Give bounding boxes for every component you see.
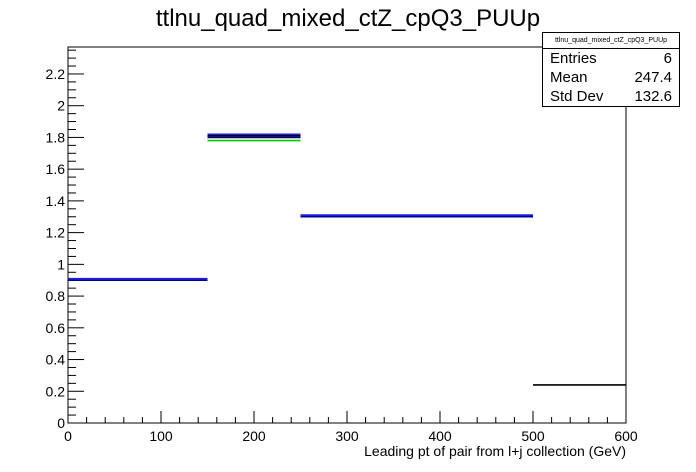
y-tick-label: 0.6 xyxy=(46,320,66,336)
y-tick-label: 0 xyxy=(57,415,65,431)
stats-value: 132.6 xyxy=(634,88,672,105)
y-tick-label: 2.2 xyxy=(46,66,66,82)
y-tick-label: 1.8 xyxy=(46,129,66,145)
stats-value: 247.4 xyxy=(634,69,672,86)
x-axis-label: Leading pt of pair from l+j collection (… xyxy=(364,443,626,459)
stats-label: Std Dev xyxy=(550,88,604,105)
stats-row-stddev: Std Dev 132.6 xyxy=(543,87,679,106)
y-tick-label: 1 xyxy=(57,256,65,272)
y-tick-label: 1.2 xyxy=(46,225,66,241)
stats-box: ttlnu_quad_mixed_ctZ_cpQ3_PUUp Entries 6… xyxy=(542,32,680,107)
axis-ticks: 0 100 200 300 400 500 600 0 0.2 0.4 0.6 0.8 1 1.2 1.4 1… xyxy=(46,49,638,444)
x-tick-label: 600 xyxy=(614,428,638,444)
y-tick-label: 0.2 xyxy=(46,383,66,399)
x-tick-label: 0 xyxy=(64,428,72,444)
plot-series xyxy=(68,133,626,386)
x-tick-label: 300 xyxy=(335,428,359,444)
x-tick-label: 100 xyxy=(149,428,173,444)
stats-value: 6 xyxy=(663,50,672,67)
x-tick-label: 200 xyxy=(242,428,266,444)
y-tick-label: 1.6 xyxy=(46,161,66,177)
chart-title: ttlnu_quad_mixed_ctZ_cpQ3_PUUp xyxy=(156,5,540,32)
stats-label: Mean xyxy=(550,69,588,86)
x-tick-label: 400 xyxy=(428,428,452,444)
x-tick-label: 500 xyxy=(521,428,545,444)
y-tick-label: 2 xyxy=(57,98,65,114)
y-tick-label: 0.8 xyxy=(46,288,66,304)
stats-label: Entries xyxy=(550,50,597,67)
stats-row-entries: Entries 6 xyxy=(543,49,679,68)
y-tick-label: 1.4 xyxy=(46,193,66,209)
stats-row-mean: Mean 247.4 xyxy=(543,68,679,87)
y-tick-label: 0.4 xyxy=(46,352,66,368)
stats-title: ttlnu_quad_mixed_ctZ_cpQ3_PUUp xyxy=(543,33,679,49)
